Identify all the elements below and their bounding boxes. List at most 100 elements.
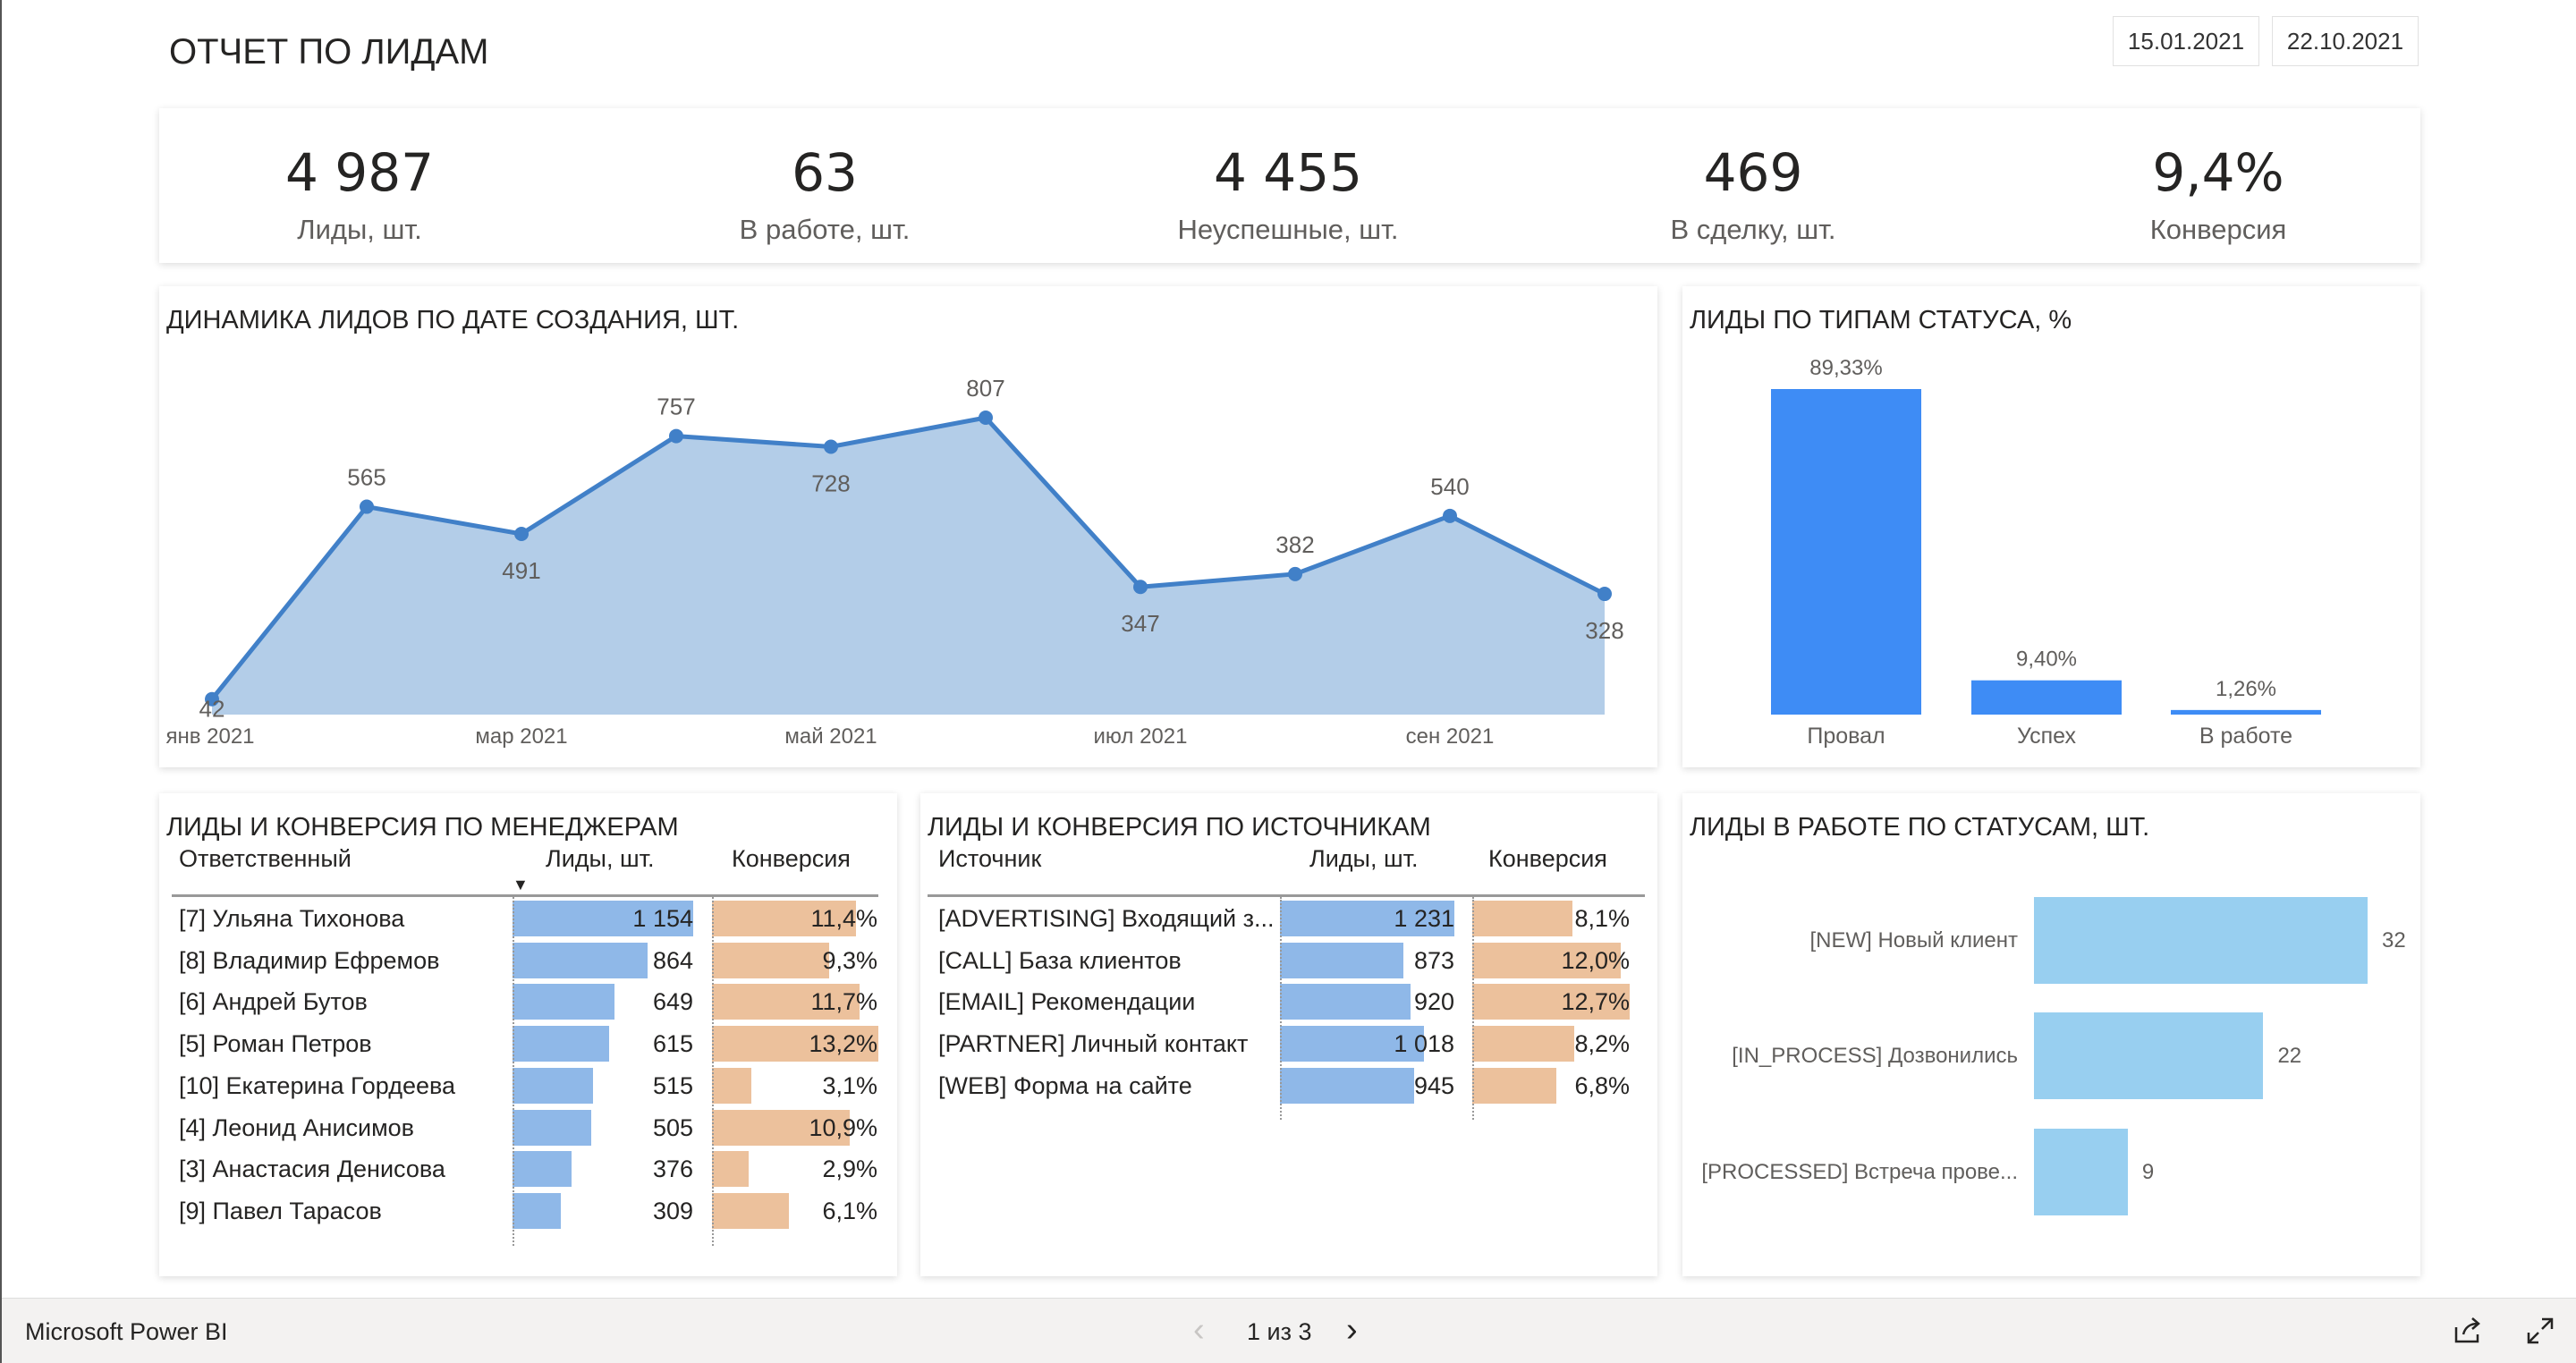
- table-title: ЛИДЫ И КОНВЕРСИЯ ПО МЕНЕДЖЕРАМ: [166, 813, 679, 842]
- data-label: 491: [502, 557, 540, 584]
- date-from-input[interactable]: 15.01.2021: [2113, 16, 2259, 66]
- kpi-value: 4 455: [1213, 142, 1363, 203]
- chart-title: ДИНАМИКА ЛИДОВ ПО ДАТЕ СОЗДАНИЯ, ШТ.: [166, 306, 740, 334]
- series-line: [210, 415, 1606, 701]
- column-header-conversion[interactable]: Конверсия: [1488, 845, 1607, 872]
- conversion-bar: [712, 1192, 789, 1229]
- table-row[interactable]: [9] Павел Тарасов 309 6,1%: [159, 1190, 897, 1232]
- table-row[interactable]: [WEB] Форма на сайте 945 6,8%: [920, 1065, 1657, 1107]
- row-name: [PARTNER] Личный контакт: [938, 1030, 1249, 1058]
- sort-desc-icon[interactable]: ▼: [513, 876, 529, 893]
- sources-table: ЛИДЫ И КОНВЕРСИЯ ПО ИСТОЧНИКАМ Источник …: [920, 793, 1657, 1276]
- bar[interactable]: [1971, 680, 2122, 715]
- table-row[interactable]: [ADVERTISING] Входящий з... 1 231 8,1%: [920, 898, 1657, 940]
- column-header-conversion[interactable]: Конверсия: [732, 845, 851, 872]
- table-row[interactable]: [10] Екатерина Гордеева 515 3,1%: [159, 1065, 897, 1107]
- conversion-value: 12,0%: [1561, 946, 1630, 974]
- x-tick-label: Успех: [2017, 724, 2077, 749]
- conversion-bar: [1472, 942, 1622, 978]
- conversion-value: 11,7%: [810, 988, 877, 1016]
- column-header-leads[interactable]: Лиды, шт.: [546, 845, 655, 872]
- date-to-input[interactable]: 22.10.2021: [2272, 16, 2419, 66]
- row-name: [3] Анастасия Денисова: [179, 1156, 445, 1183]
- leads-value: 945: [1413, 1071, 1454, 1099]
- table-row[interactable]: [8] Владимир Ефремов 864 9,3%: [159, 940, 897, 982]
- data-point[interactable]: [979, 411, 993, 425]
- bar[interactable]: [2034, 1129, 2128, 1215]
- share-icon[interactable]: [2453, 1316, 2483, 1345]
- page-title: ОТЧЕТ ПО ЛИДАМ: [169, 32, 489, 72]
- data-label: 757: [657, 394, 695, 420]
- conversion-value: 13,2%: [809, 1030, 877, 1058]
- leads-value: 1 154: [632, 905, 693, 932]
- x-tick-label: янв 2021: [165, 724, 254, 749]
- data-point[interactable]: [360, 499, 374, 514]
- app-name: Microsoft Power BI: [25, 1318, 228, 1345]
- table-row[interactable]: [EMAIL] Рекомендации 920 12,7%: [920, 981, 1657, 1023]
- table-row[interactable]: [CALL] База клиентов 873 12,0%: [920, 940, 1657, 982]
- x-tick-label: июл 2021: [1094, 724, 1188, 749]
- prev-page-icon[interactable]: ‹: [1193, 1311, 1205, 1349]
- table-row[interactable]: [PARTNER] Личный контакт 1 018 8,2%: [920, 1023, 1657, 1065]
- bar[interactable]: [2034, 897, 2368, 984]
- column-header-leads[interactable]: Лиды, шт.: [1309, 845, 1419, 872]
- conversion-value: 8,1%: [1574, 905, 1630, 932]
- table-row[interactable]: [5] Роман Петров 615 13,2%: [159, 1023, 897, 1065]
- data-label: 32: [2382, 928, 2406, 952]
- table-row[interactable]: [6] Андрей Бутов 649 11,7%: [159, 981, 897, 1023]
- conversion-bar: [1472, 984, 1630, 1020]
- row-name: [ADVERTISING] Входящий з...: [938, 905, 1275, 932]
- data-point[interactable]: [1133, 580, 1148, 595]
- column-header-source[interactable]: Источник: [938, 845, 1042, 872]
- data-point[interactable]: [1597, 587, 1612, 602]
- next-page-icon[interactable]: ›: [1346, 1311, 1358, 1349]
- category-label: [IN_PROCESS] Дозвонились: [1732, 1044, 2018, 1068]
- kpi-value: 469: [1703, 142, 1803, 203]
- page-indicator: 1 из 3: [1247, 1318, 1312, 1345]
- data-point[interactable]: [514, 527, 529, 542]
- bar[interactable]: [2034, 1012, 2264, 1099]
- conversion-bar: [712, 984, 860, 1020]
- row-name: [7] Ульяна Тихонова: [179, 905, 405, 932]
- conversion-value: 3,1%: [822, 1071, 877, 1099]
- managers-table: ЛИДЫ И КОНВЕРСИЯ ПО МЕНЕДЖЕРАМ Ответстве…: [159, 793, 897, 1276]
- table-row[interactable]: [7] Ульяна Тихонова 1 154 11,4%: [159, 898, 897, 940]
- data-label: 540: [1430, 473, 1469, 500]
- leads-value: 376: [652, 1156, 693, 1183]
- x-tick-label: май 2021: [784, 724, 877, 749]
- data-point[interactable]: [1288, 566, 1302, 581]
- chart-title: ЛИДЫ ПО ТИПАМ СТАТУСА, %: [1690, 306, 2072, 334]
- in-work-statuses-chart: ЛИДЫ В РАБОТЕ ПО СТАТУСАМ, ШТ. [NEW] Нов…: [1682, 793, 2420, 1276]
- row-name: [10] Екатерина Гордеева: [179, 1071, 456, 1099]
- conversion-bar: [712, 1026, 878, 1062]
- kpi-label: Неуспешные, шт.: [1177, 214, 1399, 245]
- table-row[interactable]: [4] Леонид Анисимов 505 10,9%: [159, 1107, 897, 1149]
- leads-bar: [1280, 1026, 1425, 1062]
- bar[interactable]: [1771, 389, 1921, 715]
- data-point[interactable]: [205, 691, 219, 707]
- leads-value: 515: [652, 1071, 693, 1099]
- data-point[interactable]: [669, 428, 683, 444]
- column-header-manager[interactable]: Ответственный: [179, 845, 352, 872]
- bar[interactable]: [2171, 709, 2321, 715]
- data-point[interactable]: [1443, 508, 1457, 523]
- category-label: [NEW] Новый клиент: [1809, 928, 2018, 952]
- fullscreen-icon[interactable]: [2526, 1316, 2555, 1345]
- data-label: 22: [2277, 1044, 2302, 1068]
- data-label: 807: [966, 375, 1004, 402]
- table-row[interactable]: [3] Анастасия Денисова 376 2,9%: [159, 1148, 897, 1190]
- data-point[interactable]: [824, 439, 838, 454]
- x-tick-label: сен 2021: [1406, 724, 1495, 749]
- leads-value: 1 018: [1394, 1030, 1454, 1058]
- leads-value: 1 231: [1394, 905, 1454, 932]
- conversion-value: 12,7%: [1561, 988, 1630, 1016]
- conversion-bar: [712, 942, 830, 978]
- data-label: 382: [1275, 531, 1314, 558]
- conversion-value: 9,3%: [822, 946, 877, 974]
- conversion-value: 11,4%: [810, 905, 877, 932]
- data-label: 565: [347, 464, 386, 491]
- leads-bar: [1280, 942, 1404, 978]
- conversion-bar: [712, 1151, 749, 1188]
- conversion-value: 2,9%: [822, 1156, 877, 1183]
- kpi-card: 4 987 Лиды, шт. 63 В работе, шт. 4 455 Неуспе…: [159, 108, 2420, 263]
